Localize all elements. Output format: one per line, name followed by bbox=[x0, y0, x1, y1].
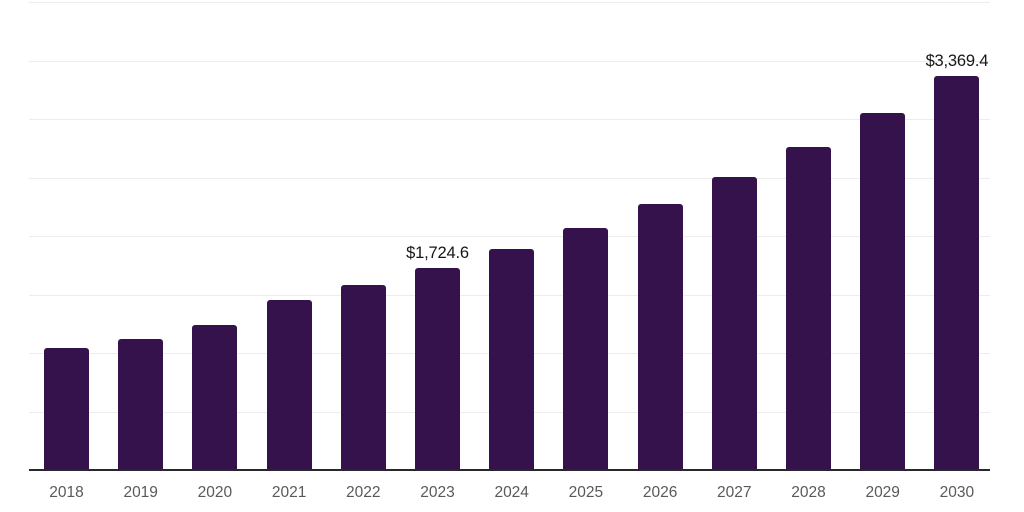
plot-area: $1,724.6 $3,369.4 bbox=[29, 2, 990, 471]
gridline-2500 bbox=[29, 177, 990, 179]
bar-2021 bbox=[266, 300, 312, 470]
bar-2020 bbox=[192, 324, 238, 470]
bar-2027 bbox=[711, 176, 757, 470]
x-tick-2023: 2023 bbox=[420, 484, 455, 501]
x-tick-2024: 2024 bbox=[494, 484, 529, 501]
bar-2022 bbox=[340, 285, 386, 470]
data-label-2030: $3,369.4 bbox=[925, 51, 989, 70]
x-tick-2030: 2030 bbox=[939, 484, 975, 501]
x-tick-2022: 2022 bbox=[346, 484, 381, 501]
x-tick-2029: 2029 bbox=[865, 484, 900, 501]
x-tick-2026: 2026 bbox=[642, 484, 678, 501]
x-axis-labels: 2018 2019 2020 2021 2022 2023 2024 2025 2026 2027… bbox=[29, 484, 990, 504]
gridline-4000 bbox=[29, 2, 990, 3]
x-tick-2025: 2025 bbox=[568, 484, 604, 501]
x-tick-2021: 2021 bbox=[271, 484, 307, 501]
x-tick-2028: 2028 bbox=[791, 484, 826, 501]
x-tick-2018: 2018 bbox=[49, 484, 84, 501]
bar-2026 bbox=[637, 204, 683, 470]
x-tick-2027: 2027 bbox=[717, 484, 752, 501]
bar-2028 bbox=[786, 147, 831, 470]
bar-2025 bbox=[563, 228, 609, 470]
bar-2023 bbox=[415, 268, 460, 470]
x-tick-2019: 2019 bbox=[123, 484, 158, 501]
bar-2030 bbox=[934, 75, 980, 470]
data-label-2023: $1,724.6 bbox=[406, 244, 469, 263]
gridline-3000 bbox=[29, 119, 990, 120]
bar-2019 bbox=[118, 338, 164, 470]
x-axis-line bbox=[29, 469, 990, 471]
gridline-2000 bbox=[29, 236, 990, 237]
bar-2024 bbox=[489, 249, 535, 470]
bar-2029 bbox=[860, 112, 906, 470]
bar-2018 bbox=[44, 348, 89, 470]
x-tick-2020: 2020 bbox=[197, 484, 233, 501]
gridline-3500 bbox=[29, 60, 990, 62]
